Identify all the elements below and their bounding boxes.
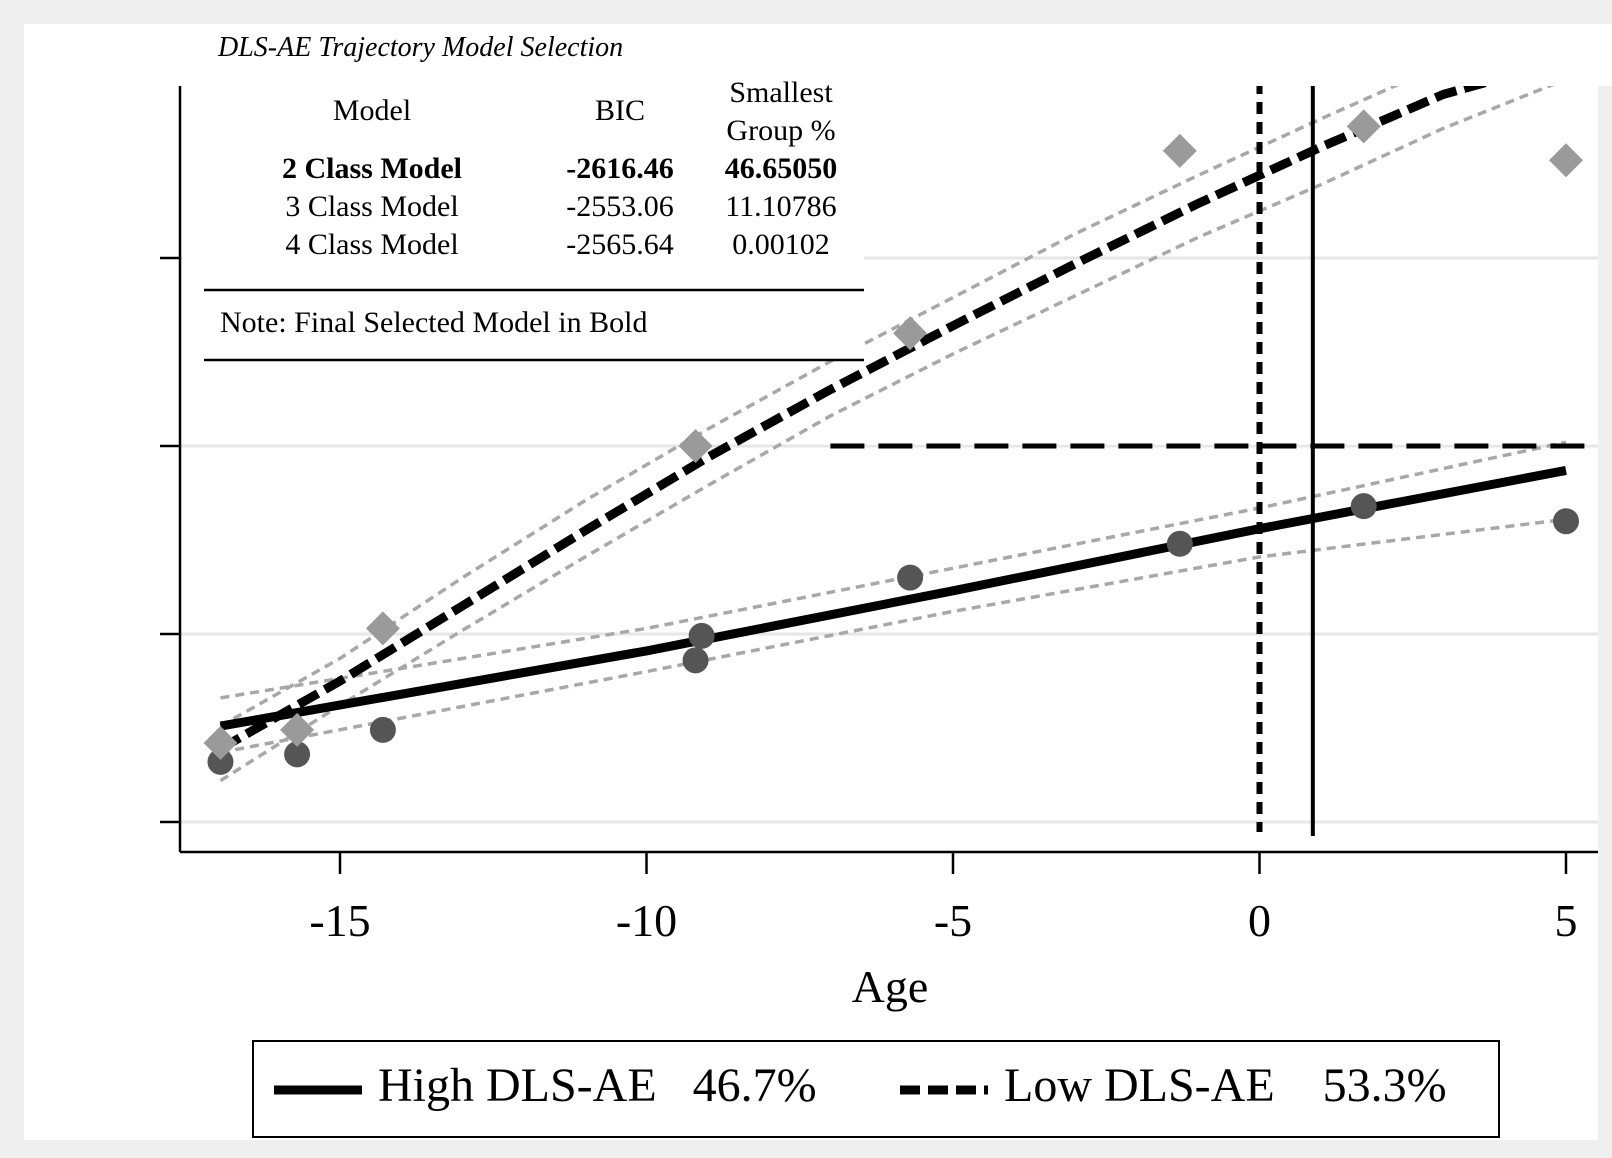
table-header-bic: BIC xyxy=(594,94,645,127)
table-row-bic: -2565.64 xyxy=(566,228,674,261)
reference-line-layer xyxy=(830,62,1598,836)
legend-label-low: Low DLS-AE 53.3% xyxy=(1004,1059,1447,1112)
data-point-circle xyxy=(284,741,311,768)
table-row-group: 46.65050 xyxy=(724,152,838,185)
legend-label-high: High DLS-AE 46.7% xyxy=(378,1059,817,1112)
table-header-group-line1: Smallest xyxy=(729,76,833,109)
legend-swatches xyxy=(274,1085,988,1095)
data-point-circle xyxy=(897,564,924,591)
x-tick-label: 0 xyxy=(1248,895,1271,946)
table-row-model: 3 Class Model xyxy=(285,190,459,223)
table-row-bic: -2553.06 xyxy=(566,190,674,223)
table-row-model: 4 Class Model xyxy=(285,228,459,261)
table-rule-layer xyxy=(182,71,864,362)
ci-upper-line xyxy=(219,58,1567,728)
table-background xyxy=(182,86,864,360)
data-point-diamond xyxy=(1162,133,1197,168)
data-point-diamond xyxy=(678,429,713,463)
axis-layer: -15 -10 -5 0 5 xyxy=(160,86,1598,946)
table-note: Note: Final Selected Model in Bold xyxy=(220,306,648,339)
legend: High DLS-AE 46.7% Low DLS-AE 53.3% xyxy=(252,1040,1500,1138)
data-point-diamond xyxy=(1549,143,1583,178)
table-header-group-line2: Group % xyxy=(726,114,836,147)
x-tick-label: -5 xyxy=(934,895,972,946)
x-tick-label: -10 xyxy=(616,895,677,946)
x-tick-label: -15 xyxy=(309,895,370,946)
data-point-diamond xyxy=(203,726,238,761)
data-point-circle xyxy=(1166,530,1193,557)
table-title-band xyxy=(96,24,1612,86)
confidence-band-layer xyxy=(219,58,1567,783)
table-row-group: 11.10786 xyxy=(725,190,837,223)
ci-lower-line xyxy=(219,77,1567,783)
data-point-circle xyxy=(1553,508,1579,535)
data-point-circle xyxy=(1350,493,1377,520)
table-row-model: 2 Class Model xyxy=(282,152,462,185)
table-header-model: Model xyxy=(332,94,412,127)
fitted-line xyxy=(218,55,1568,753)
data-point-diamond xyxy=(365,611,400,646)
data-point-circle xyxy=(207,748,234,775)
data-point-circle xyxy=(369,716,396,743)
observed-point-layer xyxy=(203,109,1583,775)
table-row-group: 0.00102 xyxy=(732,228,830,261)
ci-lower-line xyxy=(220,517,1567,755)
data-point-circle xyxy=(682,647,709,674)
data-point-diamond xyxy=(893,316,928,351)
data-point-circle xyxy=(688,622,715,649)
x-axis-label: Age xyxy=(851,961,929,1012)
table-title: DLS-AE Trajectory Model Selection xyxy=(218,32,624,63)
table-row-bic: -2616.46 xyxy=(566,152,674,185)
ci-upper-line xyxy=(220,440,1567,700)
data-point-diamond xyxy=(1346,109,1381,144)
data-point-diamond xyxy=(280,712,315,747)
x-tick-label: 5 xyxy=(1555,895,1578,946)
